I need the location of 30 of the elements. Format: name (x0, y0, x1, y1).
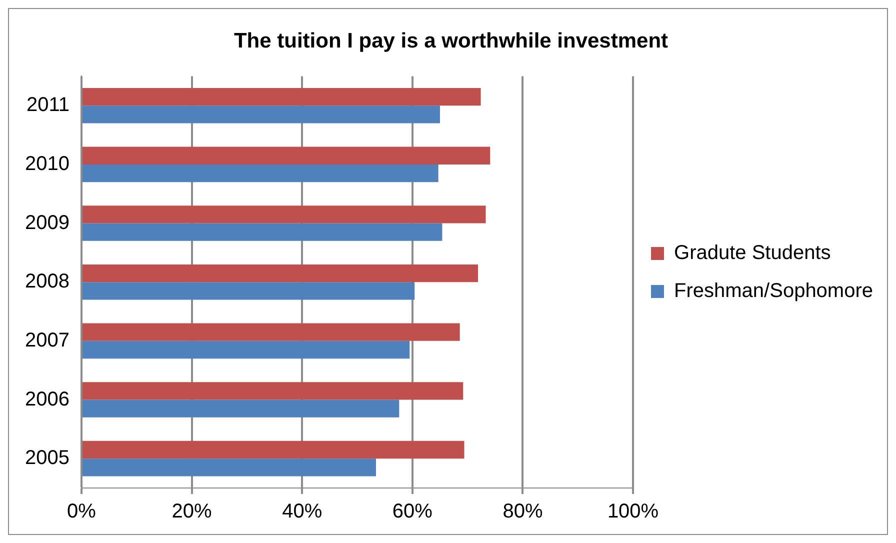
y-tick-label: 2010 (24, 152, 70, 175)
x-tick-label: 60% (392, 500, 433, 523)
bar (82, 88, 481, 106)
y-tick-label: 2005 (24, 447, 70, 470)
bar (82, 264, 478, 282)
bar (82, 440, 464, 459)
bar (82, 206, 486, 224)
bar (82, 400, 400, 418)
bar (82, 223, 442, 241)
bar (82, 382, 464, 400)
bar (82, 340, 410, 359)
chart-title: The tuition I pay is a worthwhile investment (234, 29, 668, 52)
x-tick-label: 20% (172, 500, 212, 523)
bar (82, 282, 415, 300)
y-tick-label: 2009 (24, 212, 70, 234)
y-tick-label: 2006 (24, 388, 70, 410)
legend-label: Gradute Students (674, 242, 831, 264)
bar (82, 146, 490, 164)
legend-label: Freshman/Sophomore (674, 280, 873, 302)
x-tick-label: 80% (502, 500, 543, 523)
bar (82, 323, 460, 341)
x-tick-label: 40% (282, 500, 322, 523)
bar (82, 164, 438, 182)
bar (82, 458, 376, 476)
y-tick-label: 2008 (24, 270, 70, 293)
x-tick-label: 0% (67, 500, 96, 523)
bar (82, 106, 440, 124)
x-tick-label: 100% (607, 500, 659, 523)
y-tick-label: 2011 (26, 94, 70, 116)
y-tick-label: 2007 (24, 329, 70, 352)
